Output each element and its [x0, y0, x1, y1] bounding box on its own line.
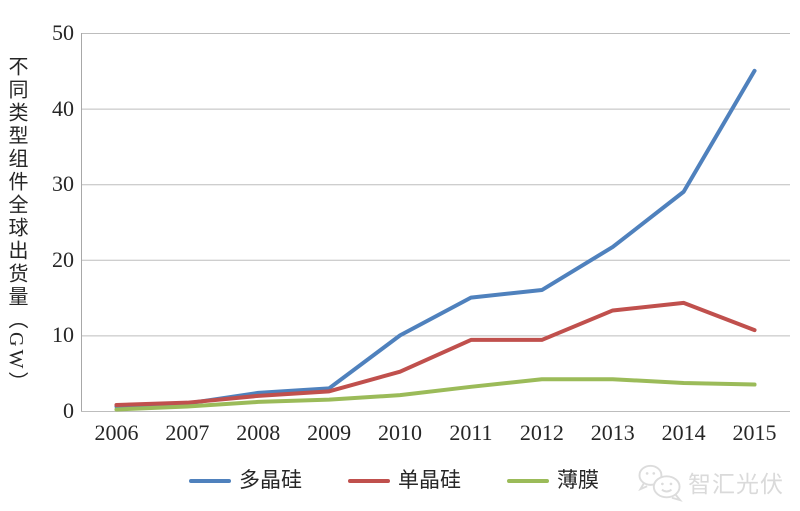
y-tick-label: 10 — [52, 322, 74, 348]
legend-label: 薄膜 — [557, 468, 599, 492]
legend-line-swatch — [507, 478, 549, 483]
legend-item-多晶硅: 多晶硅 — [189, 470, 302, 491]
legend-item-单晶硅: 单晶硅 — [348, 470, 461, 491]
x-tick-label: 2015 — [732, 420, 777, 445]
legend-item-薄膜: 薄膜 — [507, 470, 599, 491]
x-tick-label: 2011 — [449, 420, 493, 445]
y-tick-label: 50 — [52, 20, 74, 45]
y-tick-label: 40 — [52, 95, 74, 121]
x-tick-label: 2010 — [378, 420, 423, 445]
series-line-薄膜 — [114, 377, 757, 412]
chart-legend: 多晶硅 单晶硅 薄膜 — [189, 470, 599, 491]
x-tick-label: 2007 — [165, 420, 210, 445]
x-tick-label: 2013 — [590, 420, 635, 445]
legend-line-swatch — [348, 478, 390, 483]
series-line-单晶硅 — [114, 300, 757, 407]
x-tick-label: 2012 — [519, 420, 564, 445]
legend-label: 单晶硅 — [398, 468, 461, 492]
y-tick-label: 0 — [63, 398, 74, 423]
y-tick-label: 20 — [52, 246, 74, 272]
watermark-text: 智汇光伏 — [688, 472, 784, 497]
x-tick-label: 2008 — [236, 420, 281, 445]
x-tick-label: 2009 — [307, 420, 352, 445]
legend-line-swatch — [189, 478, 231, 483]
wechat-icon — [638, 464, 683, 502]
x-tick-label: 2014 — [661, 420, 706, 445]
legend-label: 多晶硅 — [239, 468, 302, 492]
watermark: 智汇光伏 — [637, 461, 784, 503]
y-tick-label: 30 — [52, 171, 74, 197]
x-tick-label: 2006 — [94, 420, 139, 445]
y-axis-title: 不同类型组件全球出货量（GW） — [5, 56, 27, 395]
